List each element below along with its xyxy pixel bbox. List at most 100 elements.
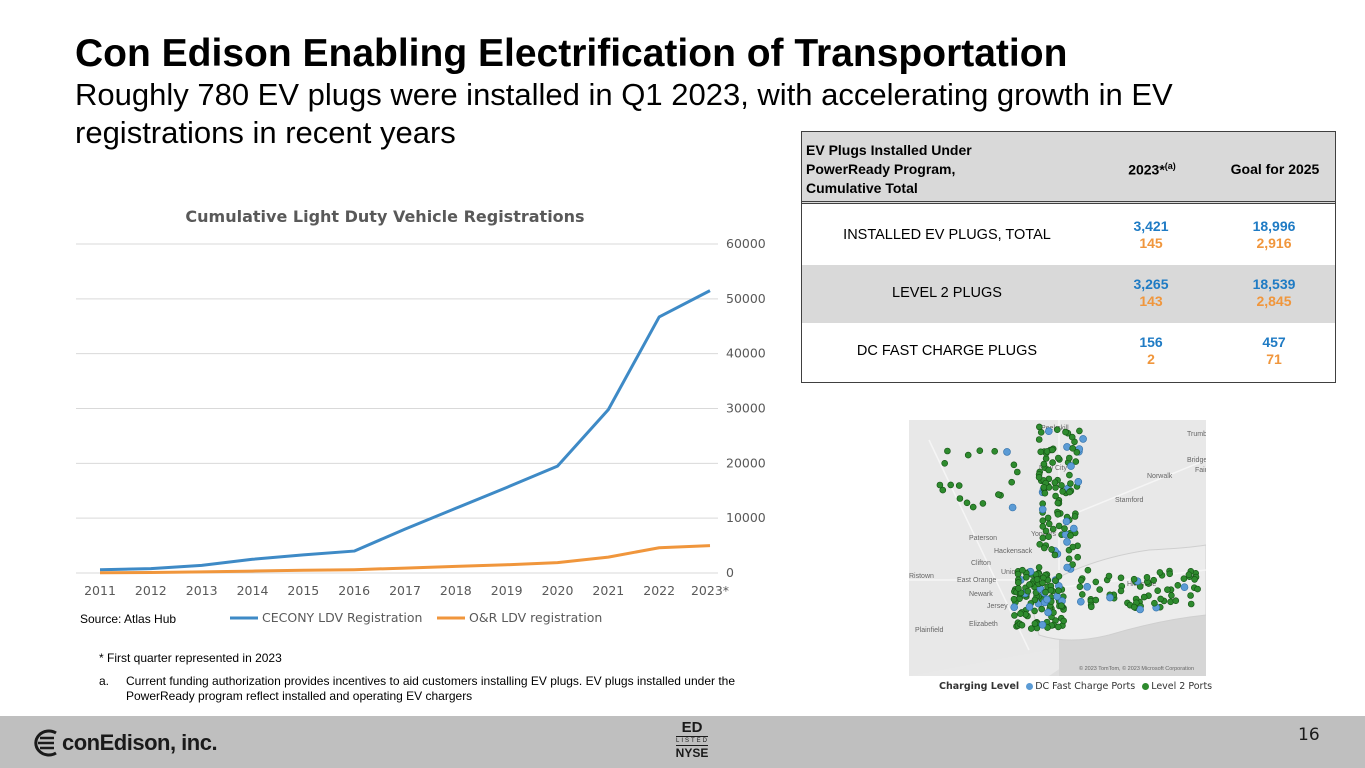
level2-charger-dot [1066,454,1073,462]
logo-text: conEdison, inc. [62,730,218,755]
listed-label: LISTED [676,736,710,746]
level2-charger-dot [979,500,987,507]
series-line-1 [99,544,711,575]
value-con-edison: 457 [1262,334,1286,350]
level2-charger-dot [1067,532,1074,539]
level2-charger-dot [1044,514,1052,522]
level2-charger-dot [1042,527,1050,535]
level2-charger-dot [1058,482,1065,489]
dc-fast-charger-dot [1067,462,1075,470]
level2-charger-dot [991,447,998,455]
row-label: INSTALLED EV PLUGS, TOTAL [843,227,1051,243]
map-place-label: Trumbull [1187,431,1206,438]
level2-charger-dot [1010,595,1018,603]
footnote-a-marker: a. [99,674,110,688]
dc-fast-charger-dot [1180,583,1189,591]
map-place-label: Fairfield [1195,467,1206,474]
level2-charger-dot [995,491,1002,498]
level2-charger-dot [1048,546,1055,553]
level2-charger-dot [1026,581,1033,588]
value-o-and-r: 2 [1147,351,1155,367]
level2-charger-dot [1055,522,1063,530]
map-place-label: Plainfield [915,627,944,634]
level2-charger-dot [1058,602,1065,609]
level2-charger-dot [1035,473,1043,481]
level2-charger-dot [1031,607,1038,615]
value-o-and-r: 71 [1266,351,1282,367]
footnote-a-text: Current funding authorization provides i… [126,674,736,703]
level2-charger-dot [1010,461,1018,469]
dc-fast-charger-dot [1053,592,1061,601]
level2-charger-dot [1140,593,1148,601]
level2-charger-dot [1038,605,1045,613]
value-o-and-r: 2,845 [1256,293,1292,309]
dc-fast-charger-dot [1136,605,1144,614]
footnote-star: * First quarter represented in 2023 [99,651,282,665]
level2-charger-dot [1143,574,1151,581]
level2-charger-dot [1054,499,1062,507]
level2-charger-dot [1066,488,1073,496]
slide-title: Con Edison Enabling Electrification of T… [75,32,1068,75]
table-header: EV Plugs Installed Under PowerReady Prog… [802,132,1335,204]
map-place-label: Yonkers [1031,531,1057,538]
level2-charger-dot [1037,429,1045,436]
row-label: DC FAST CHARGE PLUGS [856,343,1038,359]
value-o-and-r: 143 [1139,293,1163,309]
y-tick-label: 0 [726,565,734,580]
slide-subtitle: Roughly 780 EV plugs were installed in Q… [75,77,1173,150]
level2-charger-dot [1045,533,1052,540]
level2-charger-dot [1054,426,1061,433]
level2-charger-dot [1008,478,1015,486]
header-2023-footnote: (a) [1164,161,1176,171]
table-header-2023: 2023*(a) [1102,161,1202,178]
dc-fast-charger-dot [1106,593,1114,602]
level2-charger-dot [1084,566,1092,574]
level2-charger-dot [1033,576,1041,583]
dc-fast-charger-dot [1044,608,1052,617]
footer-bar: conEdison, inc. ED LISTED NYSE [0,716,1365,768]
level2-charger-dot [936,481,944,489]
cell-goal: 457 71 [1219,334,1329,368]
map-place-label: Hackensack [994,548,1033,555]
level2-charger-dot [1041,544,1048,552]
map-place-label: New City [1039,465,1068,472]
cell-2023: 156 2 [1101,334,1201,368]
level2-charger-dot [964,451,972,459]
dc-fast-legend-icon [1026,683,1034,690]
map-legend: Charging Level DC Fast Charge Ports Leve… [939,681,1212,692]
level2-charger-dot [976,447,984,455]
dc-fast-charger-dot [1079,435,1087,443]
level2-charger-dot [1187,592,1194,599]
dc-fast-charger-dot [1003,448,1011,456]
level2-charger-dot [1130,575,1138,583]
level2-charger-dot [1017,610,1024,617]
level2-charger-dot [1035,436,1043,443]
level2-charger-dot [1049,459,1056,466]
legend-level2: Level 2 Ports [1151,681,1213,692]
dc-fast-charger-dot [1045,427,1053,435]
cell-2023: 3,421 145 [1101,218,1201,252]
map-place-label: Clifton [971,560,991,567]
level2-charger-dot [1156,569,1164,576]
level2-charger-dot [1036,541,1043,548]
x-tick-label: 2018 [440,583,472,598]
dc-fast-charger-dot [1083,583,1091,591]
level2-charger-dot [1049,446,1056,454]
level2-charger-dot [1015,579,1022,586]
level2-charger-dot [1157,595,1164,603]
level2-charger-dot [1049,525,1057,533]
x-tick-label: 2011 [84,583,116,598]
dc-fast-charger-dot [1062,517,1071,526]
y-tick-label: 20000 [726,455,766,470]
level2-charger-dot [1185,571,1193,578]
level2-charger-dot [1150,576,1157,584]
y-tick-label: 60000 [726,236,766,251]
level2-charger-dot [969,503,977,511]
level2-charger-dot [1069,444,1076,452]
level2-charger-dot [1031,620,1039,627]
level2-charger-dot [1052,577,1059,584]
map-place-label: Norwalk [1147,473,1173,480]
x-tick-label: 2016 [338,583,370,598]
level2-charger-dot [1040,484,1048,491]
value-con-edison: 18,539 [1252,276,1296,292]
